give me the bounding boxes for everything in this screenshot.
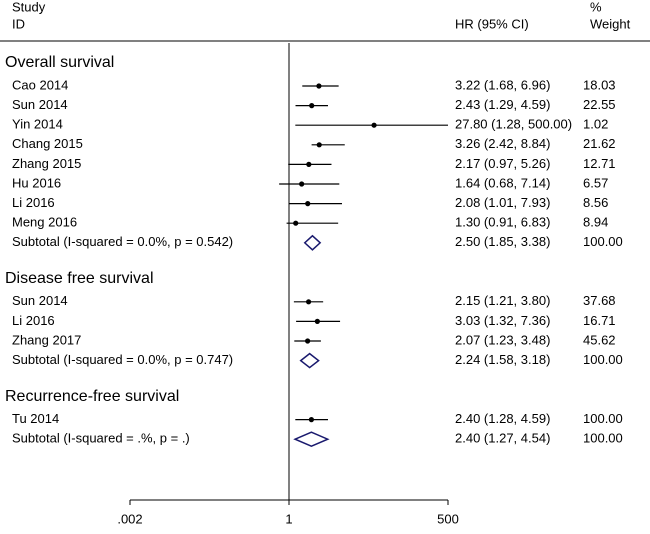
subtotal-diamond [303,234,322,251]
subtotal-diamond [299,352,320,369]
group-title: Disease free survival [5,270,154,287]
weight-label: 8.94 [583,215,608,230]
weight-label: 8.56 [583,195,608,210]
weight-label: 18.03 [583,77,616,92]
weight-label: 100.00 [583,352,623,367]
study-label: Li 2016 [12,195,55,210]
x-tick-label: .002 [117,511,142,526]
point-estimate [371,122,377,128]
ci-label: 1.64 (0.68, 7.14) [455,175,550,190]
ci-label: 3.03 (1.32, 7.36) [455,313,550,328]
point-estimate [293,220,299,226]
group-title: Overall survival [5,54,114,71]
ci-label: 2.24 (1.58, 3.18) [455,352,550,367]
weight-label: 1.02 [583,117,608,132]
study-label: Sun 2014 [12,293,68,308]
study-label: Sun 2014 [12,97,68,112]
ci-header: HR (95% CI) [455,16,529,31]
x-tick-label: 500 [437,511,459,526]
study-label: Subtotal (I-squared = 0.0%, p = 0.542) [12,234,233,249]
ci-label: 3.22 (1.68, 6.96) [455,77,550,92]
study-label: Zhang 2015 [12,156,81,171]
ci-label: 3.26 (2.42, 8.84) [455,136,550,151]
study-label: Hu 2016 [12,175,61,190]
weight-label: 16.71 [583,313,616,328]
weight-label: 45.62 [583,332,616,347]
weight-header: Weight [590,16,631,31]
point-estimate [305,299,312,305]
weight-label: 100.00 [583,431,623,446]
ci-label: 2.50 (1.85, 3.38) [455,234,550,249]
study-header: Study [12,0,46,14]
ci-label: 1.30 (0.91, 6.83) [455,215,550,230]
point-estimate [305,338,311,344]
study-label: Subtotal (I-squared = 0.0%, p = 0.747) [12,352,233,367]
weight-label: 100.00 [583,234,623,249]
ci-label: 2.40 (1.28, 4.59) [455,411,550,426]
weight-label: 12.71 [583,156,616,171]
ci-label: 2.40 (1.27, 4.54) [455,431,550,446]
weight-label: 37.68 [583,293,616,308]
point-estimate [305,201,311,207]
x-tick-label: 1 [285,511,292,526]
ci-label: 2.17 (0.97, 5.26) [455,156,550,171]
point-estimate [308,417,314,423]
point-estimate [316,83,322,89]
group-title: Recurrence-free survival [5,388,179,405]
study-label: Tu 2014 [12,411,59,426]
ci-label: 2.43 (1.29, 4.59) [455,97,550,112]
study-label: Zhang 2017 [12,332,81,347]
study-label: Chang 2015 [12,136,83,151]
weight-label: 21.62 [583,136,616,151]
weight-label: 100.00 [583,411,623,426]
study-label: Li 2016 [12,313,55,328]
ci-label: 27.80 (1.28, 500.00) [455,117,572,132]
ci-label: 2.15 (1.21, 3.80) [455,293,550,308]
weight-label: 6.57 [583,175,608,190]
point-estimate [314,318,320,324]
subtotal-diamond [293,431,330,448]
ci-label: 2.07 (1.23, 3.48) [455,332,550,347]
point-estimate [299,181,305,187]
point-estimate [309,103,315,109]
ci-label: 2.08 (1.01, 7.93) [455,195,550,210]
point-estimate [316,142,322,148]
id-header: ID [12,16,25,31]
study-label: Yin 2014 [12,117,63,132]
point-estimate [306,161,312,167]
study-label: Subtotal (I-squared = .%, p = .) [12,431,190,446]
study-label: Meng 2016 [12,215,77,230]
study-label: Cao 2014 [12,77,68,92]
pct-header: % [590,0,602,14]
weight-label: 22.55 [583,97,616,112]
